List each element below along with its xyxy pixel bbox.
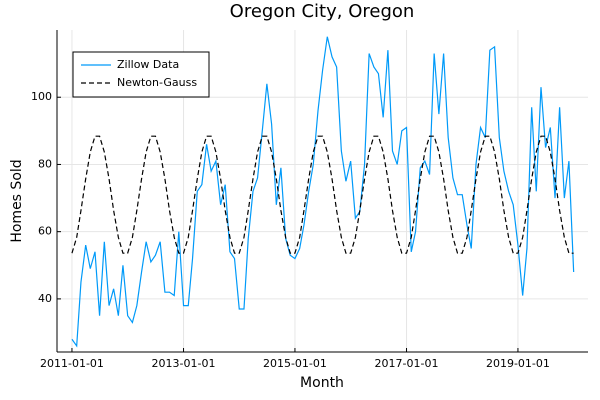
legend-label: Newton-Gauss bbox=[117, 76, 197, 89]
y-tick-label: 40 bbox=[38, 292, 52, 305]
x-tick-label: 2015-01-01 bbox=[263, 357, 327, 370]
x-tick-label: 2011-01-01 bbox=[40, 357, 104, 370]
x-tick-label: 2013-01-01 bbox=[152, 357, 216, 370]
legend-label: Zillow Data bbox=[117, 58, 179, 71]
line-series bbox=[71, 36, 575, 348]
line-series bbox=[71, 135, 574, 254]
chart-title: Oregon City, Oregon bbox=[230, 1, 415, 22]
y-tick-label: 80 bbox=[38, 157, 52, 170]
x-axis-label: Month bbox=[300, 375, 344, 391]
y-tick-label: 100 bbox=[31, 90, 52, 103]
x-tick-label: 2019-01-01 bbox=[486, 357, 550, 370]
x-tick-label: 2017-01-01 bbox=[375, 357, 439, 370]
y-axis-label: Homes Sold bbox=[9, 159, 25, 242]
y-tick-label: 60 bbox=[38, 225, 52, 238]
legend-box bbox=[72, 51, 210, 98]
